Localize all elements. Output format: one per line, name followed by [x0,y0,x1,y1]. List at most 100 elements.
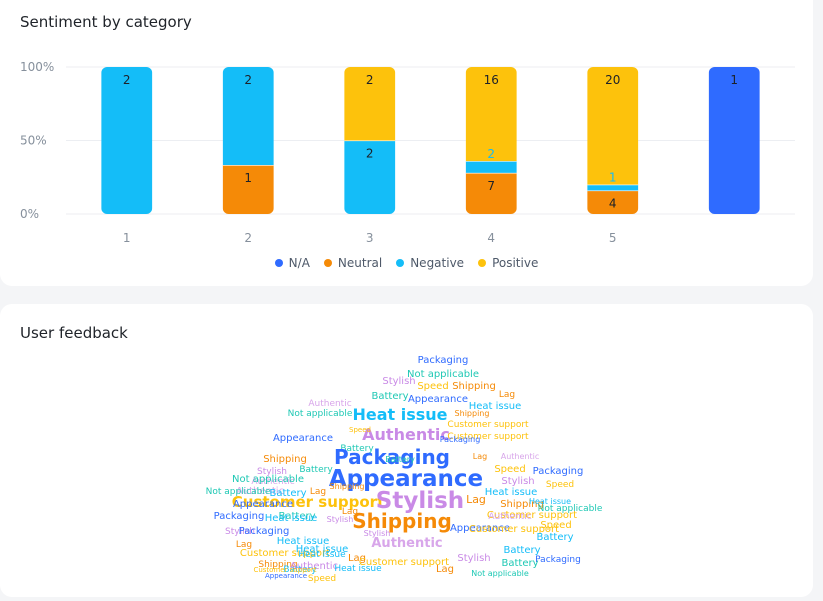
word-cloud-word: Not applicable [407,369,479,380]
word-cloud-word: Not applicable [471,569,529,578]
bar-stack [708,67,760,214]
word-cloud-word: Authentic [308,399,351,409]
word-cloud-word: Heat issue [277,536,330,547]
word-cloud-word: Heat issue [529,497,571,506]
legend-label: Neutral [337,256,383,270]
y-tick-label: 0% [20,207,39,221]
word-cloud-word: Authentic [290,561,338,572]
word-cloud-word: Speed [308,574,336,584]
word-cloud-word: Customer support [469,524,559,535]
bar-segment-negative[interactable] [101,67,153,214]
word-cloud-word: Packaging [334,445,450,469]
data-label: 4 [609,196,617,210]
word-cloud-word: Lag [436,564,454,575]
x-tick-label: 3 [366,231,374,245]
word-cloud-word: Speed [546,480,574,490]
legend-dot-icon [396,259,405,267]
legend-item[interactable]: Positive [478,256,538,270]
word-cloud-word: Shipping [455,409,490,418]
word-cloud-word: Speed [417,381,448,392]
legend-item[interactable]: N/A [274,256,310,270]
word-cloud-word: Speed [540,520,571,531]
chart-title: Sentiment by category [20,13,192,31]
word-cloud-word: Shipping [263,454,307,465]
word-cloud-word: Heat issue [265,513,318,524]
legend-item[interactable]: Neutral [323,256,383,270]
word-cloud-word: Not applicable [288,409,353,419]
word-cloud-word: Stylish [376,488,464,514]
data-label: 1 [244,171,252,185]
x-tick-label: 1 [123,231,131,245]
word-cloud-word: Lag [310,487,326,497]
word-cloud-word: Battery [269,488,306,499]
legend-item[interactable]: Negative [396,256,464,270]
word-cloud-word: Customer support [487,510,577,521]
word-cloud-word: Packaging [239,526,290,537]
word-cloud-word: Packaging [214,511,265,522]
word-cloud-word: Heat issue [334,564,382,574]
word-cloud-word: Stylish [382,376,415,387]
legend-dot-icon [323,259,332,267]
word-cloud-word: Stylish [501,476,534,487]
word-cloud-word: Stylish [327,515,354,524]
bar-segment-na[interactable] [708,67,760,214]
word-cloud-word: Speed [349,426,371,434]
word-cloud-word: Battery [299,465,333,475]
sentiment-chart: 100% 50% 0% 2 1 1 2 2 2 2 3 7 2 16 4 4 1 20 5 1 [20,60,795,245]
word-cloud-word: Customer support [359,557,449,568]
bar-segment-positive[interactable] [344,67,396,141]
x-tick-label: 4 [487,231,495,245]
word-cloud-word: Battery [501,558,538,569]
word-cloud-word: Appearance [265,572,307,580]
word-cloud-word: Shipping [330,482,365,491]
word-cloud-word: Appearance [450,523,510,534]
word-cloud-word: Heat issue [298,550,346,560]
data-label: 2 [366,147,374,161]
bar-stack [465,67,517,214]
word-cloud-word: Lag [499,390,515,400]
chart-legend: N/A Neutral Negative Positive [0,256,813,270]
bar-stack [222,67,274,214]
data-label: 2 [123,73,131,87]
bar-segment-negative[interactable] [344,140,396,215]
word-cloud-word: Shipping [500,499,544,510]
word-cloud-word: Packaging [533,466,584,477]
bar-segment-positive[interactable] [587,67,639,185]
word-cloud-word: Appearance [233,499,293,510]
bar-segment-neutral[interactable] [465,172,517,214]
word-cloud-word: Customer support [447,420,529,430]
word-cloud-word: Authentic [371,536,442,551]
bar-segment-neutral[interactable] [587,190,639,214]
word-cloud-word: Packaging [440,435,481,444]
bar-segment-positive[interactable] [465,67,517,162]
word-cloud-word: Lag [342,507,358,517]
word-cloud-word: Lag [466,493,486,506]
bar-segment-negative[interactable] [222,67,274,165]
user-feedback-card: User feedback Packaging Not applicable Sty… [0,304,813,597]
bar-stack [587,67,639,214]
word-cloud-word: Heat issue [296,544,349,555]
word-cloud-word: Authentic [488,512,531,522]
legend-label: N/A [288,256,310,270]
word-cloud-word: Lag [473,452,487,461]
word-cloud-word: Battery [340,444,374,454]
word-cloud-word: Shipping [352,509,452,533]
legend-label: Positive [492,256,539,270]
word-cloud-word: Heat issue [485,487,538,498]
word-cloud-word: Battery [385,455,415,464]
bar-stack [101,67,153,214]
bar-segment-negative[interactable] [465,161,517,173]
word-cloud-word: Not applicable [538,504,603,514]
bar-segment-neutral[interactable] [222,165,274,214]
word-cloud-word: Appearance [408,394,468,405]
x-tick-label: 2 [244,231,252,245]
word-cloud-word: Not applicable [206,487,271,497]
word-cloud-word: Authentic [362,425,450,444]
word-cloud-word: Authentic [251,477,294,487]
data-label: 2 [244,73,252,87]
x-tick-label: 5 [609,231,617,245]
legend-label: Negative [410,256,465,270]
word-cloud-word: Stylish [457,553,490,564]
word-cloud-word: Shipping [258,560,297,570]
bar-segment-negative[interactable] [587,184,639,191]
